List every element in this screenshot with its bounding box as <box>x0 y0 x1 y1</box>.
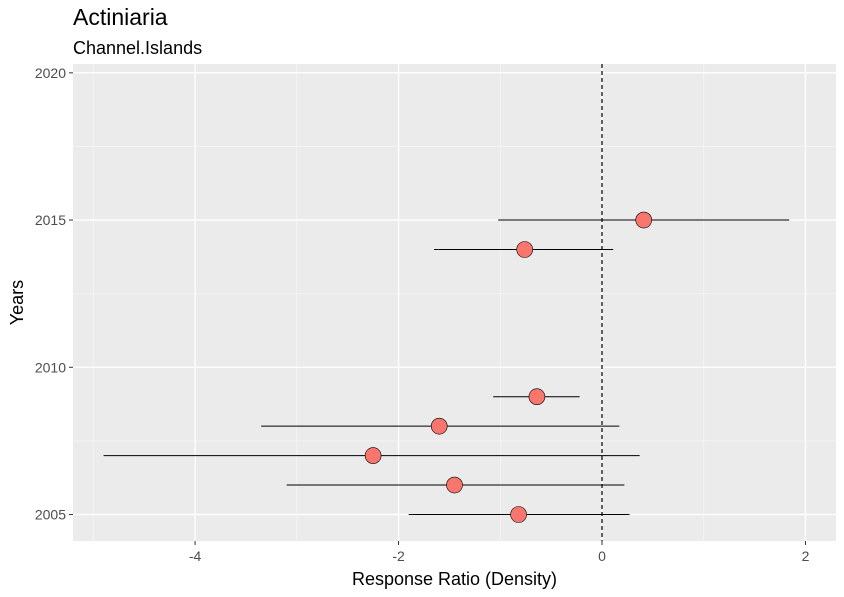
y-tick-label: 2020 <box>35 65 66 81</box>
point-2005 <box>510 506 527 523</box>
x-tick-label: -2 <box>392 548 405 564</box>
point-2006 <box>446 476 463 494</box>
y-tick-label: 2015 <box>35 212 66 228</box>
y-axis: 2005 2010 2015 2020 <box>35 65 73 523</box>
y-axis-title: Years <box>7 280 27 325</box>
point-2014 <box>516 241 533 258</box>
grid-minor <box>73 64 836 541</box>
x-axis-title: Response Ratio (Density) <box>352 569 557 589</box>
chart-subtitle: Channel.Islands <box>73 38 203 58</box>
point-2009 <box>528 388 546 406</box>
x-tick-label: -4 <box>189 548 202 564</box>
point-2015 <box>635 211 653 229</box>
x-tick-label: 2 <box>802 548 810 564</box>
x-tick-label: 0 <box>598 548 606 564</box>
y-tick-label: 2005 <box>35 507 66 523</box>
y-tick-label: 2010 <box>35 359 66 375</box>
plot-panel <box>73 64 836 541</box>
x-axis: -4 -2 0 2 <box>189 541 810 564</box>
chart-title: Actiniaria <box>73 4 168 30</box>
point-2007 <box>364 447 382 464</box>
point-2008 <box>430 417 448 435</box>
points <box>364 211 653 523</box>
